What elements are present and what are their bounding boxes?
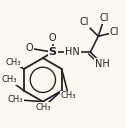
Text: NH: NH bbox=[95, 59, 110, 69]
Text: O: O bbox=[49, 33, 57, 43]
Text: Cl: Cl bbox=[99, 13, 109, 23]
Text: S: S bbox=[49, 47, 57, 57]
Text: Cl: Cl bbox=[109, 27, 119, 37]
Text: CH₃: CH₃ bbox=[7, 95, 23, 104]
Text: CH₃: CH₃ bbox=[1, 75, 17, 84]
Text: CH₃: CH₃ bbox=[35, 103, 51, 112]
Text: Cl: Cl bbox=[80, 17, 89, 27]
Text: O: O bbox=[25, 43, 33, 53]
Text: HN: HN bbox=[65, 47, 80, 57]
Text: CH₃: CH₃ bbox=[61, 91, 76, 100]
Text: CH₃: CH₃ bbox=[5, 57, 21, 67]
